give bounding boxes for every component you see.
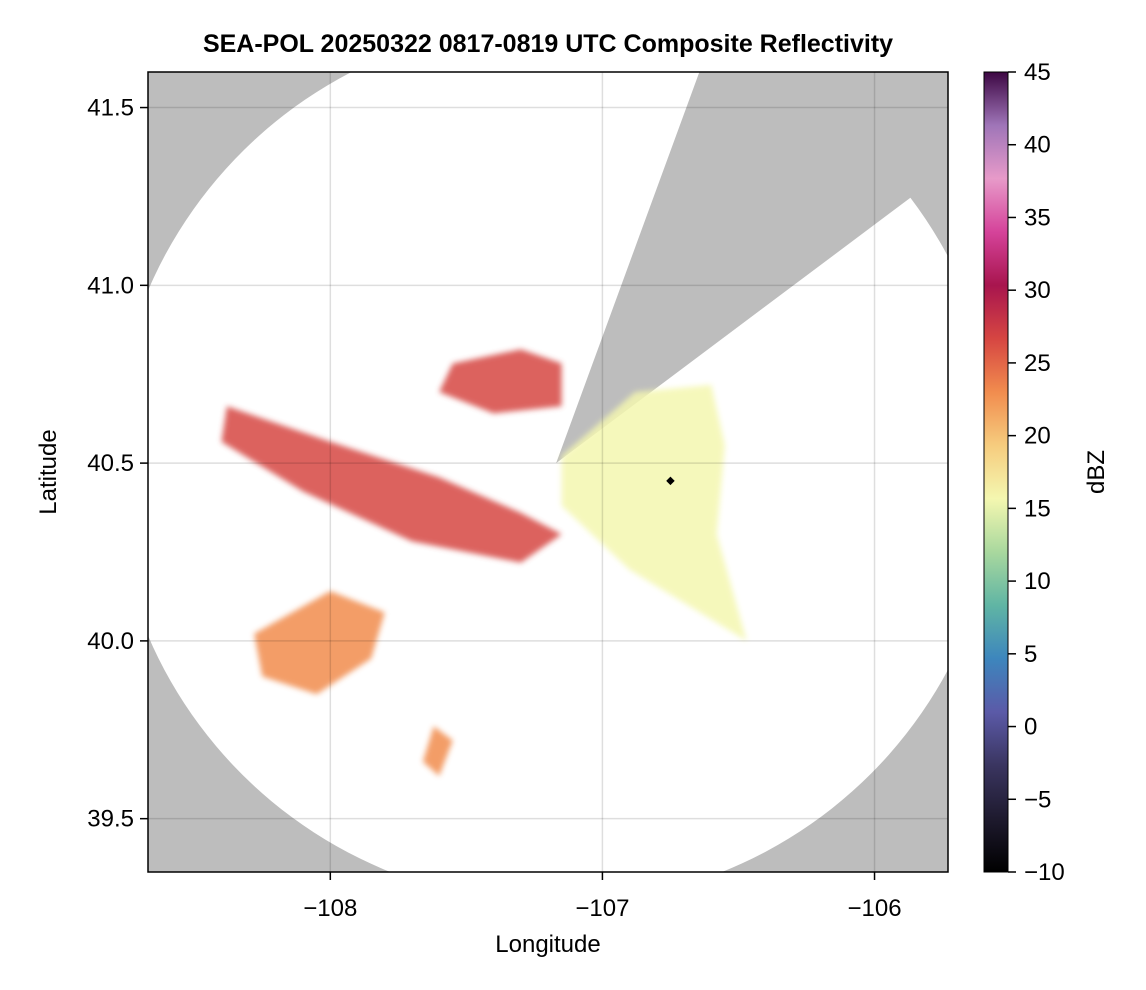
y-axis: 39.5 40.0 40.5 41.0 41.5 [87,95,148,833]
x-tick-label: −106 [847,895,901,922]
colorbar-tick-label: 45 [1024,59,1051,86]
colorbar-tick-label: −10 [1024,859,1065,886]
plot-frame [147,71,949,873]
y-tick-label: 40.5 [87,450,134,477]
colorbar-bar [983,71,1009,873]
echo-region [254,591,385,695]
y-tick-label: 41.0 [87,272,134,299]
y-axis-label: Latitude [35,429,62,514]
colorbar-tick-label: 30 [1024,277,1051,304]
echo-region [422,726,453,776]
echo-region [561,384,747,641]
chart-title: SEA-POL 20250322 0817-0819 UTC Composite… [202,30,894,58]
colorbar-tick-label: −5 [1024,786,1051,813]
colorbar-tick-label: 35 [1024,204,1051,231]
colorbar-tick-label: 10 [1024,568,1051,595]
grid-lines [148,72,948,872]
x-axis: −108 −107 −106 [303,872,902,922]
colorbar: −10 −5 0 5 10 15 20 25 30 35 40 45 dBZ [983,59,1110,886]
echo-region [439,349,562,414]
colorbar-tick-label: 40 [1024,132,1051,159]
y-tick-label: 40.0 [87,628,134,655]
colorbar-tick-label: 5 [1024,641,1037,668]
colorbar-label: dBZ [1083,450,1110,494]
echo-region [221,406,562,563]
site-marker [666,476,675,486]
colorbar-tick-label: 20 [1024,423,1051,450]
y-tick-label: 39.5 [87,806,134,833]
x-axis-label: Longitude [495,931,600,958]
colorbar-tick-label: 0 [1024,714,1037,741]
colorbar-tick-label: 15 [1024,495,1051,522]
y-tick-label: 41.5 [87,95,134,122]
x-tick-label: −108 [303,895,357,922]
x-tick-label: −107 [575,895,629,922]
reflectivity-echo-layer [221,349,747,776]
colorbar-tick-label: 25 [1024,350,1051,377]
colorbar-ticks: −10 −5 0 5 10 15 20 25 30 35 40 45 [1008,59,1065,886]
